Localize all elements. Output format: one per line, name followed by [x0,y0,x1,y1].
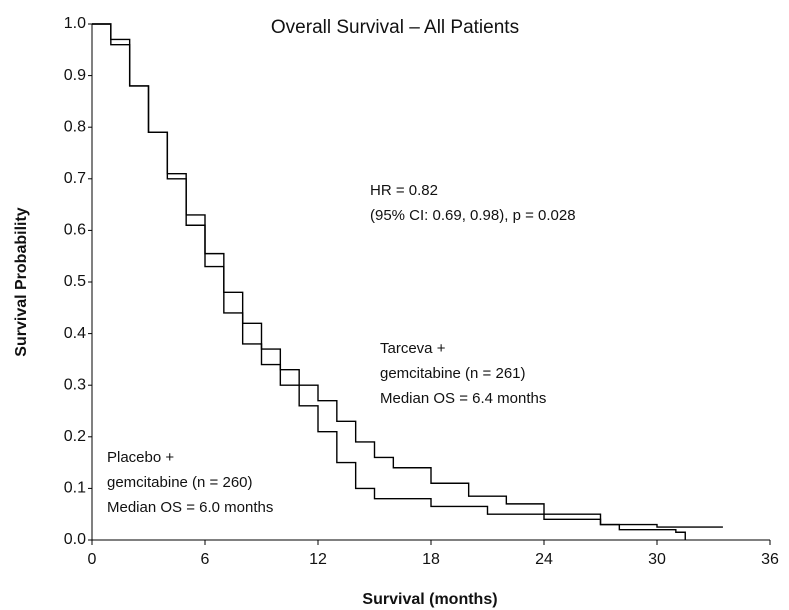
x-tick-label: 36 [761,551,779,568]
x-axis-label: Survival (months) [362,591,497,608]
annotation: Tarceva + [380,340,446,357]
y-tick-label: 0.5 [64,273,86,290]
annotation: Placebo + [107,449,174,466]
survival-curve [92,23,723,528]
x-tick-label: 18 [422,551,440,568]
annotation: (95% CI: 0.69, 0.98), p = 0.028 [370,207,576,224]
y-tick-label: 0.6 [64,222,86,239]
annotation: Median OS = 6.4 months [380,390,546,407]
y-tick-label: 0.2 [64,428,86,445]
annotation: HR = 0.82 [370,182,438,199]
y-tick-label: 0.8 [64,118,86,135]
x-tick-label: 30 [648,551,666,568]
x-tick-label: 6 [201,551,210,568]
y-axis-label: Survival Probability [13,207,30,356]
x-tick-label: 12 [309,551,327,568]
x-tick-label: 0 [88,551,97,568]
x-tick-label: 24 [535,551,553,568]
chart-title: Overall Survival – All Patients [271,17,519,38]
survival-curve [92,23,686,540]
annotation: Median OS = 6.0 months [107,499,273,516]
annotation: gemcitabine (n = 260) [107,474,253,491]
y-tick-label: 0.4 [64,325,86,342]
y-tick-label: 0.0 [64,531,86,548]
y-tick-label: 1.0 [64,15,86,32]
annotation: gemcitabine (n = 261) [380,365,526,382]
y-tick-label: 0.3 [64,376,86,393]
y-tick-label: 0.1 [64,480,86,497]
y-tick-label: 0.9 [64,67,86,84]
y-tick-label: 0.7 [64,170,86,187]
